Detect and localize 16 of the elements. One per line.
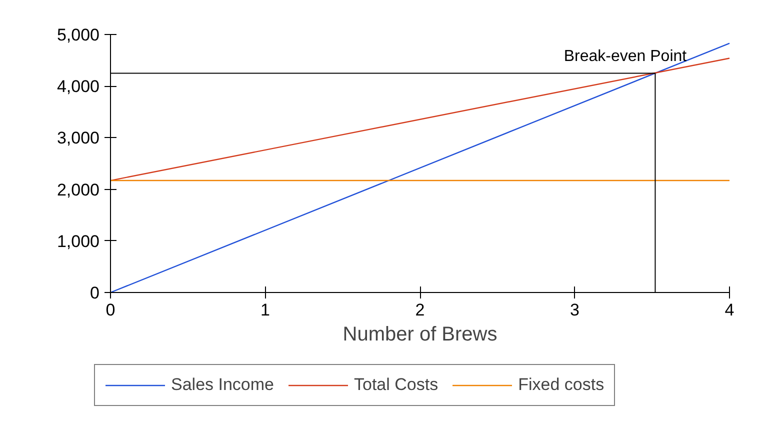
y-tick-label: 1,000 <box>56 232 100 251</box>
x-tick-label: 2 <box>415 300 425 320</box>
x-tick-label: 4 <box>724 300 734 320</box>
x-axis-title: Number of Brews <box>342 324 498 346</box>
legend-label: Fixed costs <box>518 375 604 395</box>
y-tick-label: 5,000 <box>56 26 100 44</box>
legend-label: Total Costs <box>354 375 438 395</box>
y-tick-label: 3,000 <box>56 128 100 148</box>
x-tick-label: 1 <box>260 300 270 320</box>
x-tick-label: 3 <box>570 300 580 320</box>
x-tick-label: 0 <box>106 300 116 320</box>
y-tick-label: 2,000 <box>56 180 100 200</box>
legend-label: Sales Income <box>171 375 274 395</box>
annotation: Break-even Point <box>564 48 688 66</box>
y-tick-label: 0 <box>90 284 100 302</box>
y-tick-label: 4,000 <box>56 77 100 96</box>
